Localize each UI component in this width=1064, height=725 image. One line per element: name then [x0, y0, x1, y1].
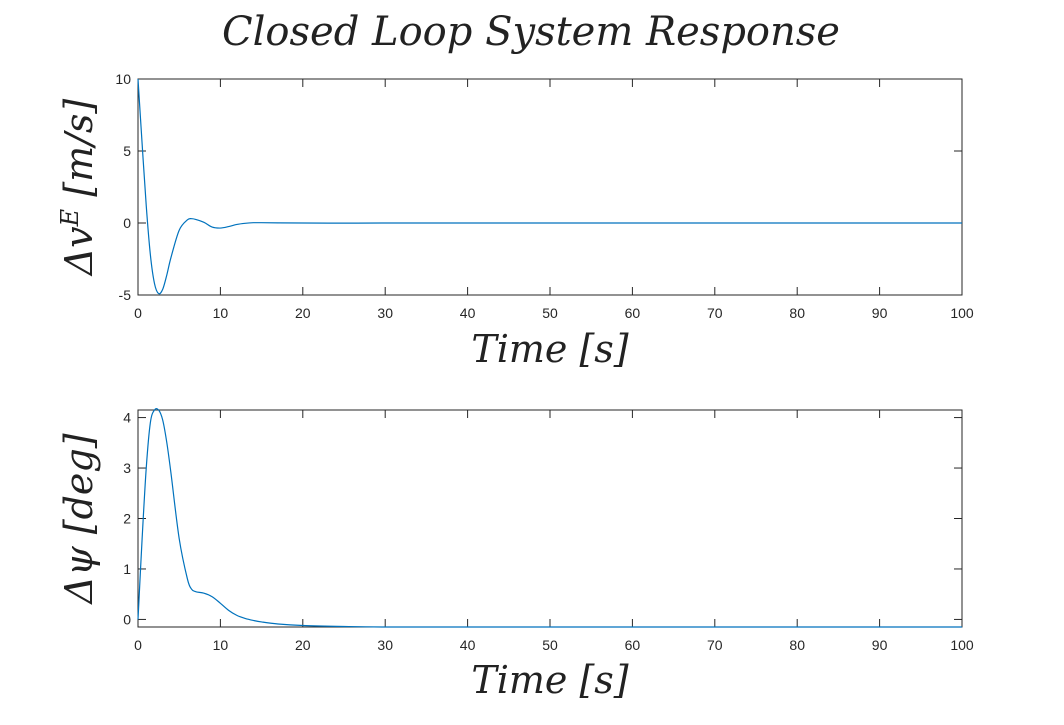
y-tick-label: 4 [123, 410, 131, 426]
figure-title: Closed Loop System Response [222, 9, 840, 55]
x-tick-label: 100 [950, 637, 974, 653]
y-axis-label: ΔvE [m/s] [56, 99, 101, 278]
x-tick-label: 40 [460, 637, 476, 653]
x-tick-label: 70 [707, 637, 723, 653]
y-axis-label: Δψ [deg] [57, 433, 101, 605]
y-tick-label: 2 [123, 511, 131, 527]
x-tick-label: 0 [134, 637, 142, 653]
y-tick-label: 10 [115, 71, 131, 87]
series-line-1 [137, 78, 962, 295]
x-tick-label: 90 [872, 305, 888, 321]
x-tick-label: 30 [377, 637, 393, 653]
x-tick-label: 20 [295, 637, 311, 653]
series-line-1 [137, 407, 962, 628]
x-tick-label: 10 [213, 637, 229, 653]
x-tick-label: 80 [789, 305, 805, 321]
x-tick-label: 30 [377, 305, 393, 321]
x-tick-label: 80 [789, 637, 805, 653]
x-tick-label: 10 [213, 305, 229, 321]
x-tick-label: 60 [625, 305, 641, 321]
y-tick-label: 1 [123, 561, 131, 577]
y-tick-label: 3 [123, 460, 131, 476]
x-tick-label: 0 [134, 305, 142, 321]
y-tick-label: 0 [123, 611, 131, 627]
x-tick-label: 70 [707, 305, 723, 321]
y-tick-label: -5 [119, 287, 132, 303]
plot-area [137, 78, 963, 296]
x-tick-label: 20 [295, 305, 311, 321]
x-tick-label: 50 [542, 637, 558, 653]
y-tick-label: 5 [123, 143, 131, 159]
x-tick-label: 50 [542, 305, 558, 321]
plot-area [137, 409, 963, 628]
x-tick-label: 90 [872, 637, 888, 653]
axes-2: 0 10 20 30 40 50 60 70 80 90 100 0 1 2 3 4 Time [s] Δψ [d… [57, 407, 974, 702]
y-tick-label: 0 [123, 215, 131, 231]
x-tick-label: 100 [950, 305, 974, 321]
x-tick-label: 40 [460, 305, 476, 321]
x-axis-label: Time [s] [471, 658, 628, 702]
x-axis-label: Time [s] [471, 327, 628, 371]
x-tick-label: 60 [625, 637, 641, 653]
